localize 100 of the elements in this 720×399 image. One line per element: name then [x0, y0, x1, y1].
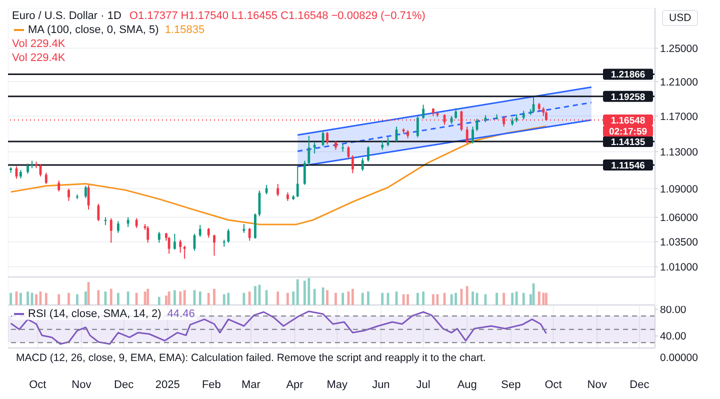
- x-tick-label: Dec: [114, 378, 134, 391]
- candlestick: [227, 228, 230, 244]
- ref-line-label: 1.19258: [610, 92, 646, 103]
- bar: [227, 292, 230, 305]
- candlestick: [198, 224, 202, 238]
- bar: [146, 288, 150, 305]
- y-tick-label: 40.00: [660, 330, 686, 343]
- candlestick: [248, 227, 251, 242]
- candlestick: [68, 188, 70, 202]
- bar: [207, 292, 210, 305]
- y-tick-label: 1.06000: [660, 212, 698, 224]
- x-tick-label: Jun: [372, 378, 390, 391]
- candlestick: [84, 185, 87, 199]
- x-tick-label: Apr: [286, 378, 304, 391]
- candlestick: [296, 166, 299, 198]
- y-tick-label: 1.01000: [660, 262, 698, 274]
- candlestick: [146, 226, 150, 244]
- x-tick-label: Oct: [544, 378, 562, 391]
- x-tick-label: 2025: [155, 378, 180, 391]
- bar: [20, 292, 22, 305]
- ref-line-label: 1.16548: [610, 115, 646, 126]
- text: 0.00000: [660, 352, 698, 364]
- y-tick-label: 1.13000: [660, 146, 698, 158]
- bar: [183, 290, 186, 305]
- bar: [110, 288, 112, 305]
- y-tick-label: 80.00: [660, 304, 686, 316]
- candlestick: [126, 216, 130, 228]
- bar: [351, 288, 354, 305]
- x-tick-label: Jul: [416, 378, 430, 391]
- candlestick: [26, 163, 29, 174]
- candlestick: [213, 234, 216, 256]
- chart-subtitle: O1.17377 H1.17540 L1.16455 C1.16548 −0.00829 (−0.71%): [129, 10, 426, 22]
- bar: [545, 292, 548, 305]
- bar: [213, 288, 216, 305]
- legend-label: MA (100, close, 0, SMA, 5): [28, 24, 159, 36]
- candlestick: [135, 218, 138, 228]
- candlestick: [472, 126, 474, 144]
- bar: [367, 292, 370, 305]
- bar: [58, 294, 60, 305]
- bar: [116, 292, 120, 305]
- x-tick-label: Nov: [587, 378, 608, 391]
- bar: [68, 292, 70, 305]
- bar: [466, 286, 468, 305]
- bar: [76, 294, 78, 305]
- candlestick: [173, 233, 176, 250]
- candlestick: [351, 154, 354, 174]
- candlestick: [276, 183, 280, 197]
- bar: [222, 294, 226, 305]
- y-tick-label: 1.21000: [660, 76, 698, 88]
- bar: [416, 292, 419, 305]
- candlestick: [454, 108, 458, 120]
- bar: [454, 292, 458, 305]
- bar: [158, 296, 160, 305]
- candlestick: [326, 131, 328, 145]
- x-tick-label: Feb: [202, 378, 221, 391]
- bar: [496, 292, 498, 305]
- bar: [522, 292, 525, 305]
- candlestick: [381, 140, 384, 150]
- bar: [432, 294, 434, 305]
- bar: [422, 292, 425, 305]
- candlestick: [422, 104, 425, 120]
- bar: [296, 279, 299, 305]
- bar: [198, 292, 202, 305]
- y-tick-label: 1.25000: [660, 42, 698, 55]
- y-tick-label: 1.09000: [660, 183, 698, 196]
- bar: [292, 292, 295, 305]
- bar: [84, 292, 87, 305]
- bar: [308, 278, 310, 305]
- candlestick: [334, 140, 337, 150]
- x-tick-label: Dec: [630, 378, 650, 391]
- bar: [248, 292, 251, 305]
- bar: [511, 292, 514, 305]
- bar: [242, 292, 246, 305]
- bar: [436, 294, 439, 305]
- candlestick: [44, 172, 48, 184]
- text: MACD (12, 26, close, 9, EMA, EMA): Calculation failed. Remove the script and reapply it to the chart.: [16, 352, 486, 364]
- x-tick-label: Aug: [457, 378, 477, 391]
- x-tick-label: Nov: [72, 378, 92, 391]
- candlestick: [97, 203, 100, 222]
- y-axis-title: USD: [669, 12, 692, 24]
- candlestick: [466, 126, 468, 144]
- annotation: 02:17:59: [608, 126, 648, 138]
- bar: [286, 292, 289, 305]
- ref-line-label: 1.21866: [610, 70, 646, 81]
- ref-line-label: 1.11546: [611, 160, 645, 172]
- y-tick-label: 1.03500: [660, 236, 698, 248]
- bar: [450, 294, 453, 305]
- bar: [361, 292, 364, 305]
- candlestick: [58, 180, 60, 192]
- bar: [342, 292, 344, 305]
- candlestick: [158, 231, 160, 244]
- candlestick: [303, 160, 306, 186]
- annotation: 1.15835: [164, 24, 205, 36]
- ref-line-label: 1.14135: [610, 136, 646, 148]
- chart-title: Euro / U.S. Dollar · 1D: [12, 10, 122, 22]
- bar: [502, 292, 506, 305]
- bar: [472, 292, 474, 305]
- candlestick: [367, 146, 370, 162]
- bar: [254, 286, 256, 305]
- candlestick: [183, 245, 186, 260]
